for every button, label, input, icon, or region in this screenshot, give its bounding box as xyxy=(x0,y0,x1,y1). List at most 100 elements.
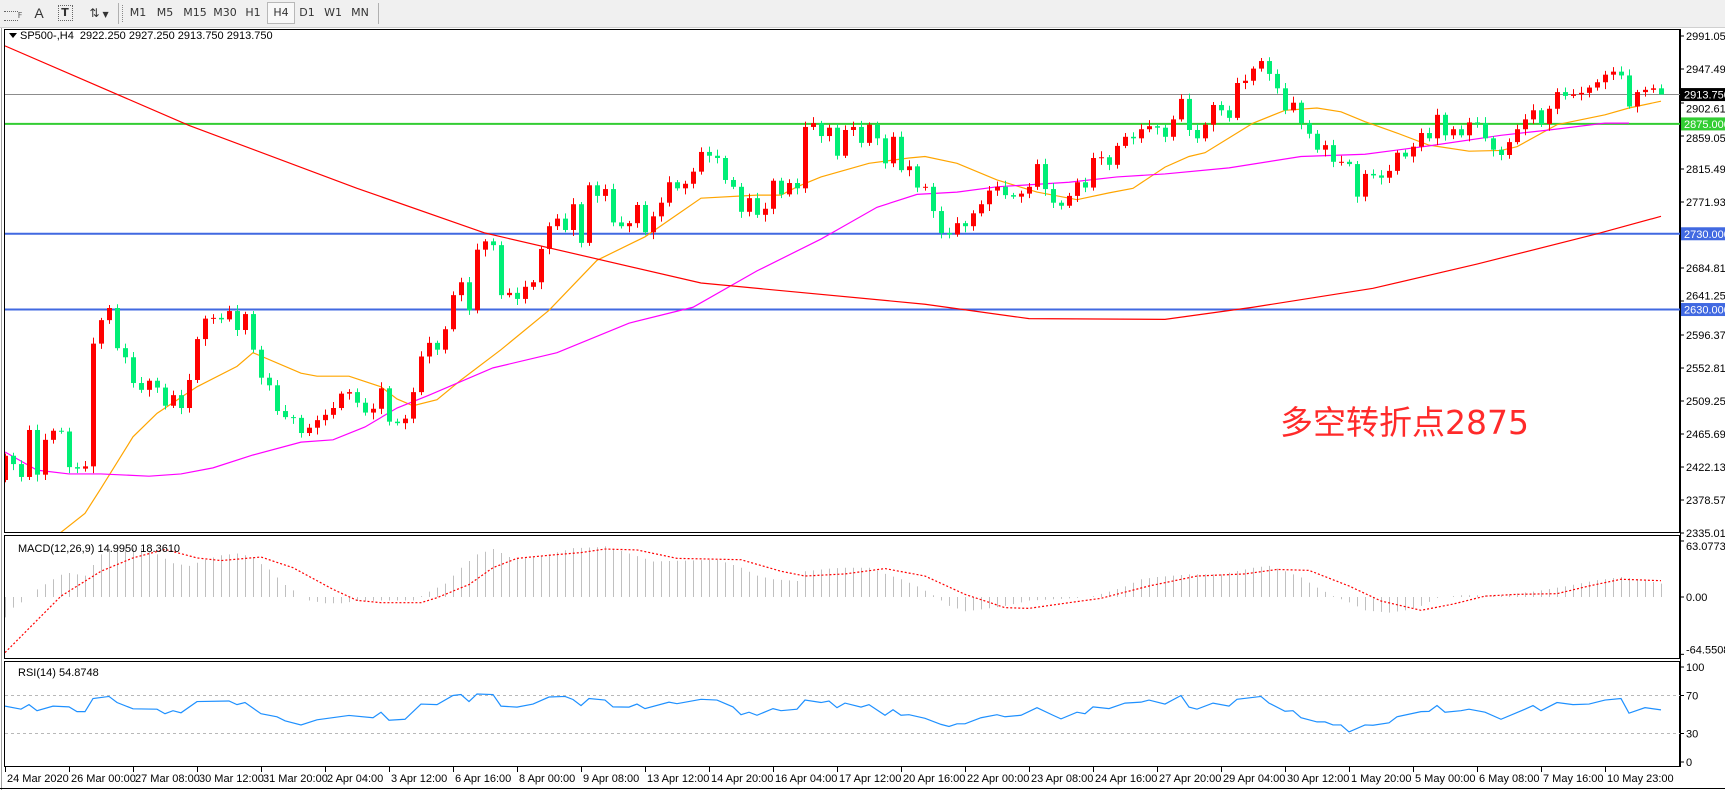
price-axis-label: 2902.610 xyxy=(1686,104,1725,116)
candle-body xyxy=(683,183,688,189)
candle-body xyxy=(611,189,616,223)
candle xyxy=(475,243,480,314)
candle-body xyxy=(739,186,744,212)
chart-menu-triangle-icon[interactable] xyxy=(9,33,17,38)
candle xyxy=(883,134,888,169)
moving-averages xyxy=(5,45,1662,532)
candle xyxy=(667,176,672,207)
candle xyxy=(507,288,512,298)
candle xyxy=(1259,58,1264,72)
candle xyxy=(555,214,560,230)
candle-body xyxy=(1363,173,1368,197)
candle xyxy=(1499,146,1504,161)
candle-body xyxy=(251,314,256,350)
candle-body xyxy=(1411,146,1416,157)
candle-body xyxy=(35,429,40,475)
time-axis-label: 2 Apr 04:00 xyxy=(327,773,383,785)
rsi-axis-label: 70 xyxy=(1686,691,1698,703)
candle-body xyxy=(915,166,920,188)
candle xyxy=(387,386,392,426)
candle-body xyxy=(835,127,840,156)
candle-body xyxy=(803,126,808,189)
timeframe-m1-button[interactable]: M1 xyxy=(129,6,147,19)
candle xyxy=(195,336,200,384)
timeframe-m30-button[interactable]: M30 xyxy=(213,6,237,19)
candle xyxy=(331,401,336,419)
time-axis-label: 23 Apr 08:00 xyxy=(1031,773,1093,785)
candle-body xyxy=(83,466,88,469)
candle xyxy=(1211,101,1216,132)
time-axis-label: 14 Apr 20:00 xyxy=(711,773,773,785)
candle-body xyxy=(395,421,400,424)
candle-body xyxy=(635,204,640,224)
price-axis-label: 2991.050 xyxy=(1686,31,1725,43)
candle xyxy=(1339,155,1344,166)
annotation-text: 多空转折点2875 xyxy=(1280,403,1529,442)
candle xyxy=(419,351,424,396)
candle xyxy=(611,183,616,227)
candle-body xyxy=(891,136,896,164)
candle-body xyxy=(523,286,528,299)
timeframe-h1-button[interactable]: H1 xyxy=(245,6,261,19)
candle xyxy=(803,121,808,193)
candle-body xyxy=(67,431,72,468)
arrows-tool-button[interactable]: ⇅ ▼ xyxy=(82,3,116,23)
candle xyxy=(179,389,184,415)
candle-body xyxy=(1371,173,1376,176)
candle xyxy=(211,314,216,324)
candle-body xyxy=(1115,145,1120,165)
candle-body xyxy=(707,151,712,156)
toolbar-grip[interactable] xyxy=(122,5,125,22)
candle-body xyxy=(227,311,232,320)
candle xyxy=(539,245,544,290)
candle xyxy=(1403,149,1408,159)
price-badge xyxy=(1681,117,1725,131)
candle-body xyxy=(403,418,408,424)
timeframe-d1-button[interactable]: D1 xyxy=(299,6,315,19)
candle xyxy=(427,336,432,364)
candle xyxy=(1099,151,1104,165)
candle xyxy=(787,179,792,197)
timeframe-w1-button[interactable]: W1 xyxy=(324,6,342,19)
candle xyxy=(1315,129,1320,153)
candle-body xyxy=(795,183,800,189)
candle-body xyxy=(1491,138,1496,150)
candle-body xyxy=(1139,129,1144,139)
text-tool-button[interactable]: A xyxy=(28,3,50,23)
price-axis-label: 2465.690 xyxy=(1686,429,1725,441)
candle-body xyxy=(283,411,288,418)
candle xyxy=(1459,125,1464,138)
candle-body xyxy=(883,138,888,164)
candle-body xyxy=(515,292,520,299)
candle-body xyxy=(1339,161,1344,163)
axes: 2991.050 2947.490 2902.610 2859.050 2815.490… xyxy=(5,29,1725,785)
candle-body xyxy=(131,357,136,384)
candle xyxy=(251,311,256,353)
candle-body xyxy=(1003,186,1008,196)
candle xyxy=(11,452,16,471)
candle xyxy=(963,220,968,233)
timeframe-h4-button[interactable]: H4 xyxy=(267,2,295,24)
candle-body xyxy=(1547,108,1552,124)
time-axis-label: 30 Mar 12:00 xyxy=(199,773,264,785)
period-separators-button[interactable]: F xyxy=(2,3,24,23)
candle-body xyxy=(907,166,912,171)
text-label-tool-button[interactable]: T xyxy=(54,3,76,23)
candle xyxy=(523,280,528,304)
time-axis-label: 13 Apr 12:00 xyxy=(647,773,709,785)
candle-body xyxy=(347,392,352,394)
candle-body xyxy=(1483,123,1488,139)
candle-body xyxy=(931,186,936,212)
candle-body xyxy=(1067,195,1072,206)
candle-body xyxy=(963,223,968,227)
candle xyxy=(1131,132,1136,145)
time-axis-label: 17 Apr 12:00 xyxy=(839,773,901,785)
candle-body xyxy=(1027,186,1032,194)
period-separators-icon xyxy=(3,10,18,21)
candle xyxy=(1307,120,1312,139)
timeframe-m5-button[interactable]: M5 xyxy=(156,6,174,19)
timeframe-m15-button[interactable]: M15 xyxy=(183,6,207,19)
candle xyxy=(1059,200,1064,210)
timeframe-mn-button[interactable]: MN xyxy=(351,6,369,19)
